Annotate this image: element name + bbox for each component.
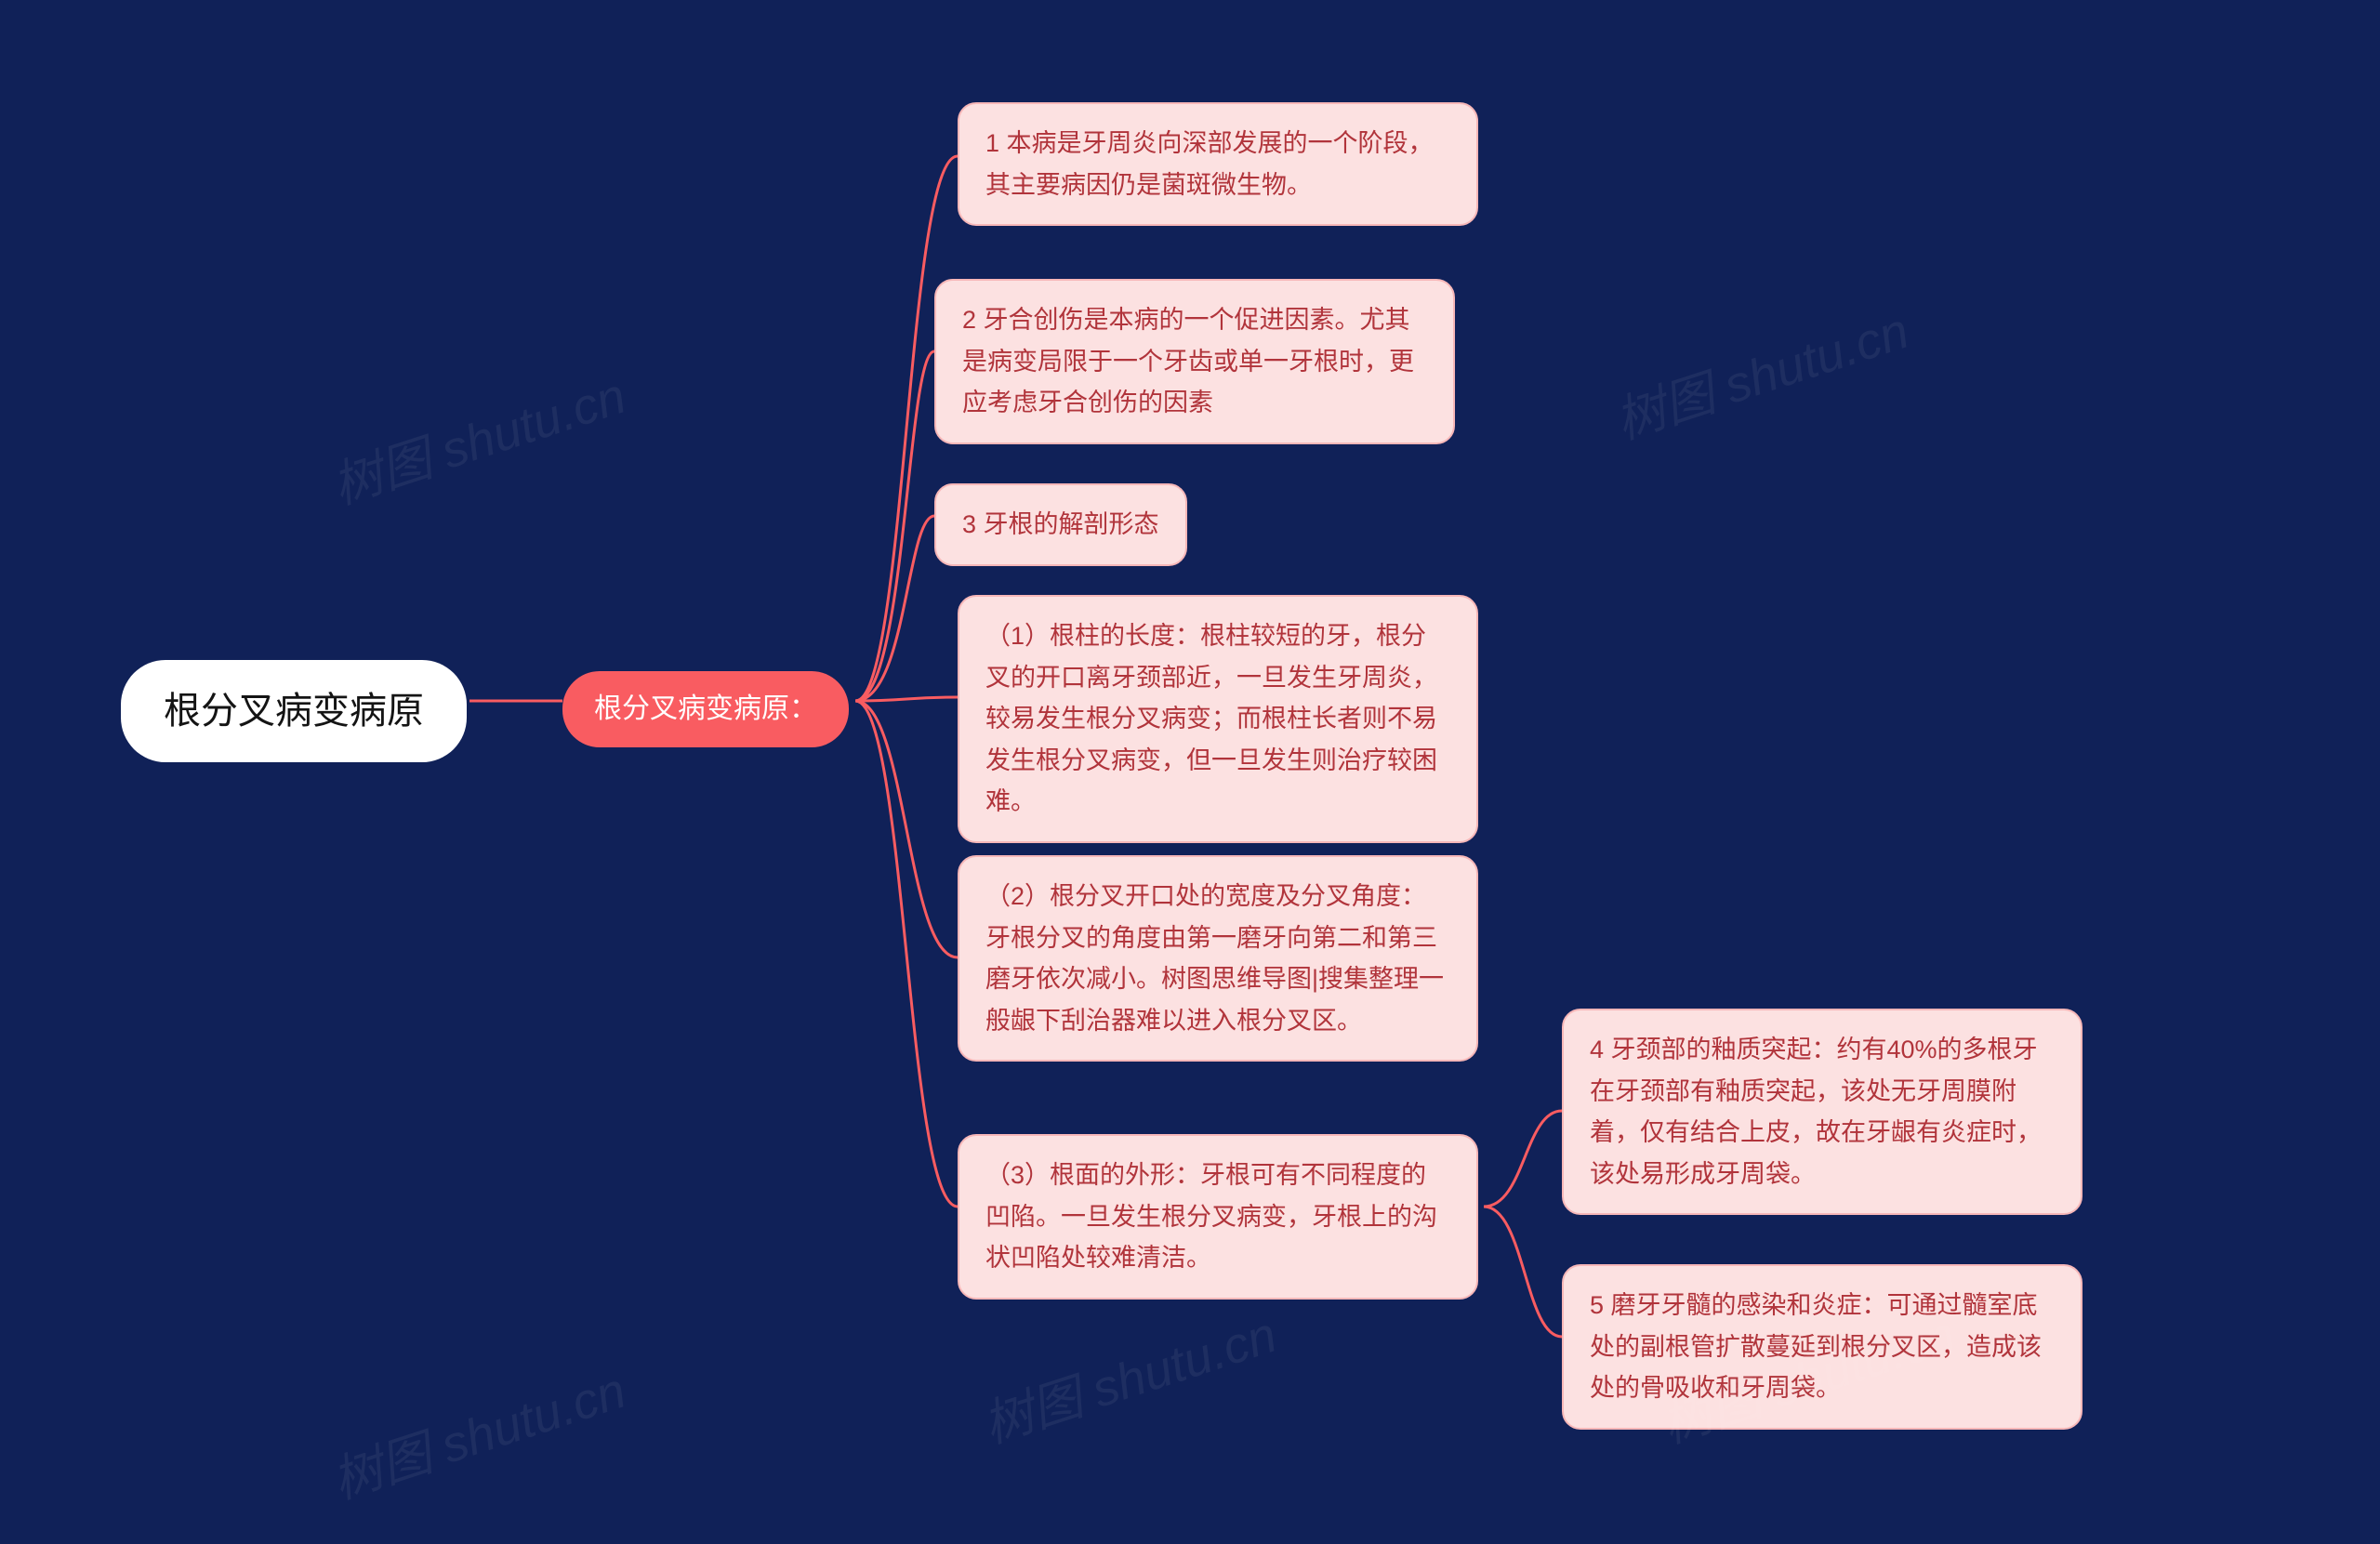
connector — [855, 697, 958, 701]
leaf-node-c2: 2 牙合创伤是本病的一个促进因素。尤其是病变局限于一个牙齿或单一牙根时，更应考虑… — [934, 279, 1455, 444]
connector — [855, 701, 958, 1207]
leaf-node-c6: （3）根面的外形：牙根可有不同程度的凹陷。一旦发生根分叉病变，牙根上的沟状凹陷处… — [958, 1134, 1478, 1300]
root-node: 根分叉病变病原 — [121, 660, 467, 762]
leaf-node-g1: 4 牙颈部的釉质突起：约有40%的多根牙在牙颈部有釉质突起，该处无牙周膜附着，仅… — [1562, 1009, 2082, 1215]
leaf-node-c5: （2）根分叉开口处的宽度及分叉角度：牙根分叉的角度由第一磨牙向第二和第三磨牙依次… — [958, 855, 1478, 1062]
watermark: 树图 shutu.cn — [322, 1349, 634, 1512]
leaf-node-g2: 5 磨牙牙髓的感染和炎症：可通过髓室底处的副根管扩散蔓延到根分叉区，造成该处的骨… — [1562, 1264, 2082, 1430]
connector — [1484, 1207, 1562, 1337]
leaf-node-c3: 3 牙根的解剖形态 — [934, 483, 1187, 566]
level1-node: 根分叉病变病原： — [562, 671, 849, 747]
watermark: 树图 shutu.cn — [322, 354, 634, 518]
connector — [855, 351, 934, 701]
leaf-node-c4: （1）根柱的长度：根柱较短的牙，根分叉的开口离牙颈部近，一旦发生牙周炎，较易发生… — [958, 595, 1478, 843]
connector — [855, 516, 934, 701]
watermark: 树图 shutu.cn — [1605, 289, 1917, 453]
watermark: 树图 shutu.cn — [972, 1293, 1285, 1457]
connector — [855, 701, 958, 957]
connector — [1484, 1111, 1562, 1207]
leaf-node-c1: 1 本病是牙周炎向深部发展的一个阶段，其主要病因仍是菌斑微生物。 — [958, 102, 1478, 226]
